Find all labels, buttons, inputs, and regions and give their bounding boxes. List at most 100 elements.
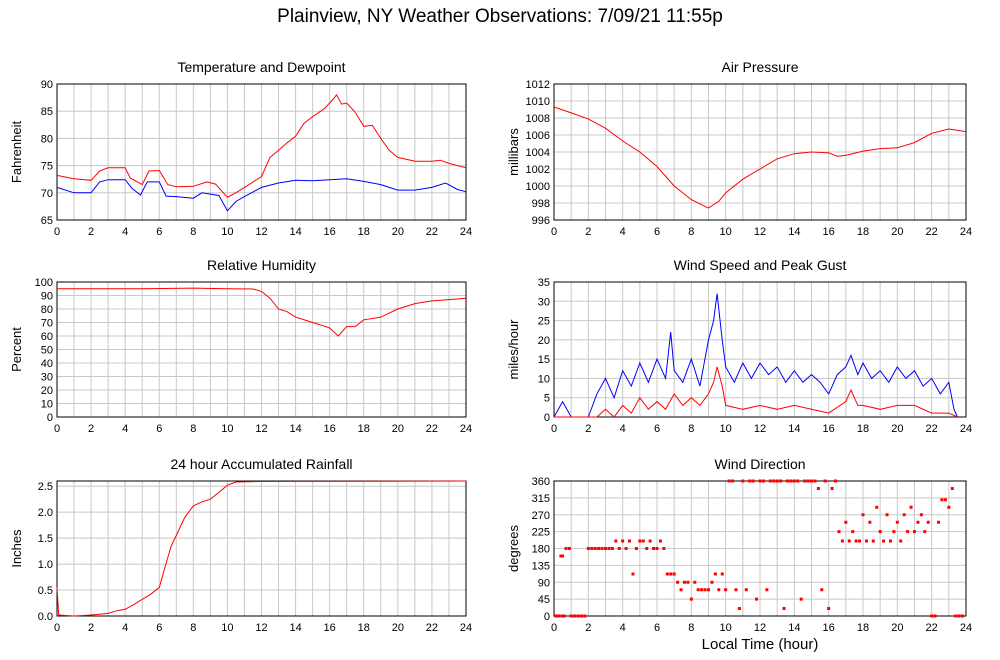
data-point	[624, 547, 628, 550]
x-tick-label: 18	[857, 622, 869, 634]
data-point	[655, 547, 659, 550]
data-point	[899, 539, 903, 543]
data-point	[689, 597, 693, 601]
y-tick-label: 1012	[526, 79, 550, 91]
data-point	[562, 614, 566, 618]
y-tick-label: 50	[41, 345, 53, 357]
y-tick-label: 10	[41, 399, 53, 411]
data-point	[734, 588, 738, 592]
x-tick-label: 6	[156, 423, 162, 435]
data-point	[731, 479, 735, 483]
data-point	[837, 530, 841, 534]
data-point	[621, 539, 625, 543]
x-tick-label: 12	[255, 226, 267, 238]
data-point	[789, 479, 793, 483]
x-tick-label: 10	[720, 226, 732, 238]
data-point	[604, 547, 607, 550]
data-point	[564, 547, 568, 550]
series-line-red	[554, 366, 958, 418]
data-point	[693, 580, 697, 584]
data-point	[761, 479, 765, 483]
data-point	[638, 539, 642, 543]
data-point	[610, 547, 614, 550]
x-tick-label: 22	[926, 226, 938, 238]
data-point	[737, 607, 741, 610]
data-point	[634, 547, 638, 550]
x-tick-label: 14	[788, 226, 800, 238]
data-point	[858, 539, 862, 543]
x-tick-label: 0	[54, 622, 60, 634]
data-point	[628, 539, 632, 543]
data-point	[830, 487, 834, 490]
y-tick-label: 360	[532, 476, 550, 488]
plot-frame	[56, 83, 467, 221]
x-tick-label: 4	[122, 423, 128, 435]
y-tick-label: 315	[532, 493, 550, 505]
x-tick-label: 0	[551, 226, 557, 238]
page-title: Plainview, NY Weather Observations: 7/09…	[277, 6, 723, 27]
y-tick-label: 996	[532, 215, 550, 227]
x-tick-label: 10	[221, 423, 233, 435]
data-point	[892, 530, 896, 534]
x-tick-label: 0	[54, 423, 60, 435]
data-point	[744, 588, 748, 592]
wind-direction-chart: Wind Directiondegrees0459013518022527031…	[506, 456, 972, 634]
data-point	[676, 580, 680, 584]
x-tick-label: 16	[823, 226, 835, 238]
y-axis-label: millibars	[506, 128, 521, 176]
series-line-red	[553, 106, 967, 209]
data-point	[713, 572, 717, 576]
y-tick-label: 135	[532, 560, 550, 572]
y-tick-label: 5	[544, 393, 550, 405]
data-point	[707, 588, 710, 592]
data-point	[662, 547, 666, 550]
data-point	[717, 588, 721, 592]
y-tick-label: 30	[41, 372, 53, 384]
data-point	[600, 547, 604, 550]
x-tick-label: 10	[720, 622, 732, 634]
y-tick-label: 90	[41, 291, 53, 303]
y-tick-label: 180	[532, 544, 550, 556]
y-tick-label: 20	[538, 335, 550, 347]
wind-chart: Wind Speed and Peak Gust miles/hour 0 5 10 15…	[506, 257, 972, 435]
data-point	[840, 539, 844, 543]
data-point	[561, 554, 565, 558]
x-tick-label: 22	[926, 423, 938, 435]
x-tick-label: 12	[255, 423, 267, 435]
x-tick-label: 2	[88, 226, 94, 238]
data-point	[947, 505, 951, 509]
x-tick-label: 2	[585, 226, 591, 238]
data-point	[803, 479, 807, 483]
data-point	[834, 479, 838, 483]
data-point	[930, 614, 934, 618]
data-point	[652, 547, 656, 550]
y-tick-label: 40	[41, 358, 53, 370]
data-point	[617, 547, 621, 550]
y-tick-label: 0	[47, 412, 53, 424]
data-point	[641, 539, 645, 543]
x-tick-label: 22	[926, 622, 938, 634]
x-tick-label: 14	[289, 226, 301, 238]
x-tick-label: 12	[754, 622, 766, 634]
data-point	[579, 614, 583, 618]
data-point	[583, 614, 587, 618]
data-point	[727, 479, 731, 483]
x-tick-label: 4	[620, 226, 626, 238]
y-tick-label: 1.0	[38, 559, 53, 571]
y-tick-label: 65	[41, 215, 53, 227]
data-point	[882, 539, 886, 543]
x-tick-label: 12	[754, 226, 766, 238]
data-point	[816, 487, 820, 490]
data-point	[561, 614, 565, 618]
x-tick-label: 10	[221, 622, 233, 634]
x-tick-label: 20	[891, 622, 903, 634]
y-tick-label: 80	[41, 133, 53, 145]
y-axis-label: Percent	[9, 327, 24, 372]
y-tick-label: 0.5	[38, 585, 53, 597]
y-axis-label: Inches	[9, 529, 24, 568]
y-tick-label: 2.5	[38, 481, 53, 493]
chart-title: 24 hour Accumulated Rainfall	[170, 456, 352, 472]
x-axis-label: Local Time (hour)	[701, 636, 819, 653]
x-tick-label: 0	[551, 622, 557, 634]
